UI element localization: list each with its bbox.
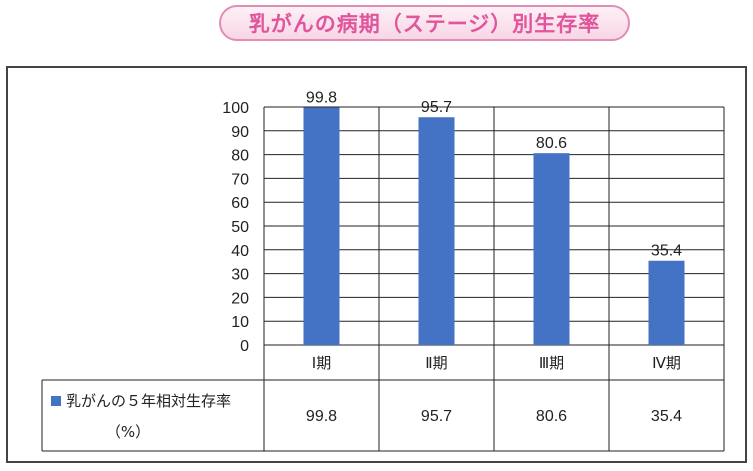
y-tick-label: 0 [240,338,249,355]
table-cell-value: 95.7 [421,408,452,425]
x-tick-label: Ⅲ期 [539,354,564,372]
table-cell-value: 80.6 [536,408,567,425]
table-cell-value: 99.8 [306,408,337,425]
x-tick-label: Ⅰ期 [312,354,331,372]
legend-swatch [51,396,61,406]
y-tick-label: 80 [231,148,249,165]
y-tick-label: 20 [231,290,249,307]
y-tick-label: 100 [222,100,249,117]
x-tick-label: Ⅱ期 [425,354,447,372]
y-tick-label: 40 [231,243,249,260]
y-tick-label: 50 [231,219,249,236]
table-cell-value: 35.4 [651,408,682,425]
value-labels: 99.8 95.7 80.6 35.4 [306,89,682,259]
data-label: 99.8 [306,89,337,106]
data-label: 35.4 [651,243,682,260]
bar [303,107,340,345]
chart-frame [6,66,747,463]
data-label: 80.6 [536,135,567,152]
chart-title: 乳がんの病期（ステージ）別生存率 [219,5,630,41]
y-tick-label: 60 [231,195,249,212]
y-axis-ticks: 0 10 20 30 40 50 60 70 80 90 100 [222,100,249,355]
bar [533,153,570,345]
y-tick-label: 90 [231,124,249,141]
data-table: Ⅰ期 Ⅱ期 Ⅲ期 Ⅳ期 99.8 95.7 80.6 35.4 乳がんの５年相対生存率 （%） [41,107,725,452]
bar [418,117,455,345]
x-tick-label: Ⅳ期 [652,354,681,372]
y-tick-label: 10 [231,314,249,331]
y-tick-label: 30 [231,267,249,284]
y-tick-label: 70 [231,171,249,188]
data-label: 95.7 [421,99,452,116]
legend-label: 乳がんの５年相対生存率 [66,392,231,410]
legend-label-unit: （%） [106,423,150,441]
bar [648,260,685,345]
bars [303,107,685,345]
